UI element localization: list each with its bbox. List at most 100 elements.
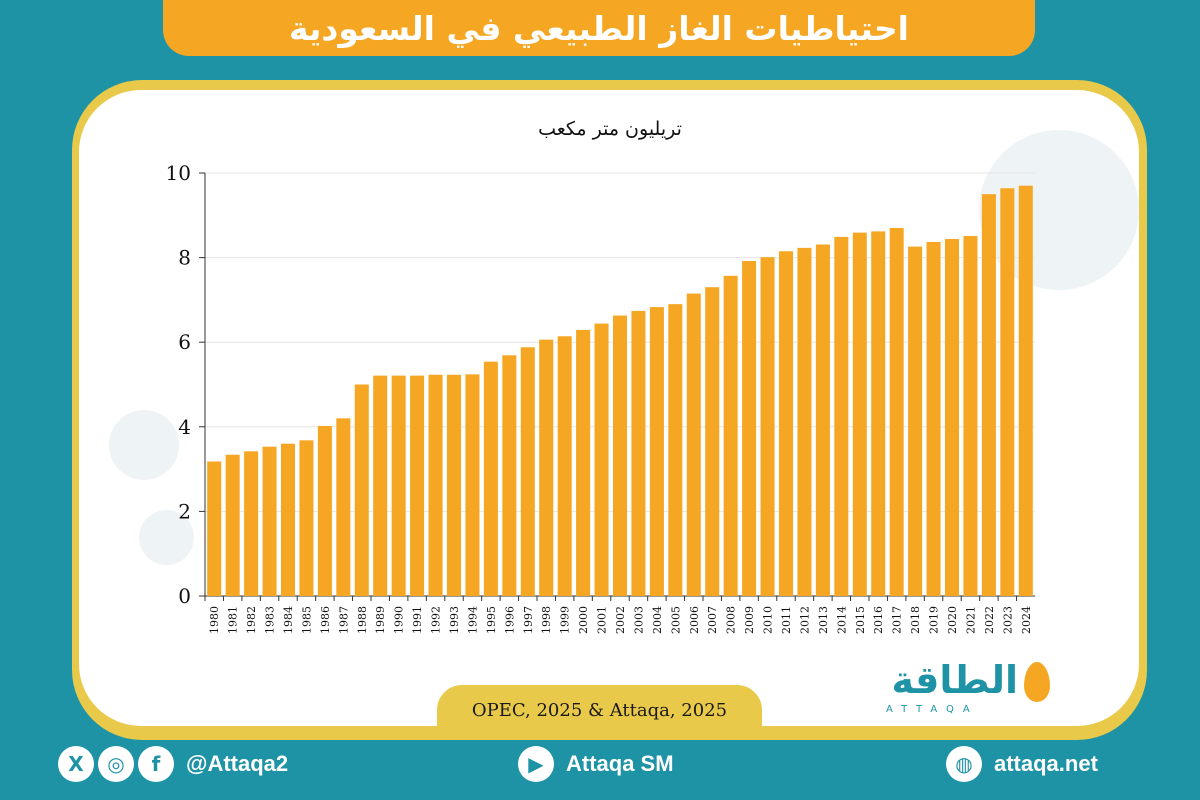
youtube-icon[interactable]: ▶ bbox=[518, 746, 554, 782]
source-pill: OPEC, 2025 & Attaqa, 2025 bbox=[437, 685, 762, 735]
globe-icon[interactable]: ◍ bbox=[946, 746, 982, 782]
x-tick-label: 1997 bbox=[522, 606, 535, 634]
x-tick-label: 1987 bbox=[337, 606, 350, 634]
x-tick-label: 2012 bbox=[798, 606, 811, 634]
bar bbox=[244, 451, 259, 596]
x-tick-label: 1993 bbox=[448, 606, 461, 634]
website-group: ◍ attaqa.net bbox=[946, 746, 1098, 782]
x-tick-label: 1990 bbox=[393, 606, 406, 634]
x-icon[interactable]: X bbox=[58, 746, 94, 782]
bar bbox=[576, 329, 591, 596]
bar bbox=[815, 244, 830, 596]
bar bbox=[981, 194, 996, 596]
attaqa-logo: الطاقة ATTAQA bbox=[868, 658, 1058, 720]
x-tick-label: 2013 bbox=[817, 606, 830, 634]
footer: X ◎ f @Attaqa2 ▶ Attaqa SM ◍ attaqa.net bbox=[0, 740, 1200, 800]
x-tick-label: 2011 bbox=[780, 606, 793, 634]
bar bbox=[612, 315, 628, 596]
x-tick-label: 1983 bbox=[264, 606, 277, 634]
x-tick-label: 2001 bbox=[596, 606, 609, 634]
bar bbox=[299, 440, 314, 596]
x-tick-label: 2023 bbox=[1001, 606, 1014, 634]
x-tick-label: 2005 bbox=[669, 606, 682, 634]
unit-label: تريليون متر مكعب bbox=[538, 118, 682, 140]
x-tick-label: 1998 bbox=[540, 606, 553, 634]
bar bbox=[354, 384, 369, 596]
social-handle[interactable]: @Attaqa2 bbox=[186, 751, 289, 776]
bar bbox=[225, 454, 240, 596]
bar bbox=[742, 260, 757, 596]
bar bbox=[871, 231, 886, 596]
title-banner: احتياطيات الغاز الطبيعي في السعودية bbox=[163, 0, 1035, 56]
x-tick-label: 2008 bbox=[725, 606, 738, 634]
x-tick-label: 1986 bbox=[319, 606, 332, 634]
x-tick-label: 2022 bbox=[983, 606, 996, 634]
bar bbox=[686, 293, 701, 596]
website-link[interactable]: attaqa.net bbox=[994, 751, 1098, 776]
x-tick-label: 1999 bbox=[559, 606, 572, 634]
bar bbox=[262, 446, 277, 596]
watermark-circle bbox=[109, 410, 179, 480]
y-tick-label: 6 bbox=[178, 330, 191, 354]
bar bbox=[963, 236, 978, 597]
bar bbox=[317, 425, 332, 596]
y-tick-label: 0 bbox=[178, 584, 191, 608]
bar bbox=[594, 323, 609, 596]
bar bbox=[280, 443, 296, 596]
chart-card bbox=[79, 90, 1139, 726]
bar bbox=[373, 375, 388, 596]
bar bbox=[520, 347, 535, 596]
x-tick-label: 2021 bbox=[964, 606, 977, 634]
bar bbox=[539, 339, 554, 596]
bar bbox=[410, 375, 425, 596]
x-tick-label: 2007 bbox=[706, 606, 719, 634]
x-tick-label: 2009 bbox=[743, 606, 756, 634]
y-tick-label: 2 bbox=[178, 499, 191, 523]
bar bbox=[944, 238, 960, 596]
bar bbox=[557, 336, 572, 596]
x-tick-label: 2018 bbox=[909, 606, 922, 634]
bar bbox=[483, 361, 498, 596]
bar bbox=[465, 374, 480, 596]
x-tick-label: 1984 bbox=[282, 606, 295, 634]
x-tick-label: 1981 bbox=[227, 606, 240, 634]
bar bbox=[428, 374, 443, 596]
x-tick-label: 2000 bbox=[577, 606, 590, 634]
x-tick-label: 2004 bbox=[651, 606, 664, 634]
x-tick-label: 1994 bbox=[466, 606, 479, 634]
drop-icon bbox=[1024, 662, 1050, 702]
bar bbox=[207, 461, 222, 596]
x-tick-label: 2003 bbox=[632, 606, 645, 634]
x-tick-label: 1982 bbox=[245, 606, 258, 634]
bar bbox=[760, 257, 775, 596]
youtube-channel[interactable]: Attaqa SM bbox=[566, 751, 674, 776]
x-tick-label: 2020 bbox=[946, 606, 959, 634]
bar bbox=[852, 232, 867, 596]
x-tick-label: 2015 bbox=[854, 606, 867, 634]
watermark-circle bbox=[139, 510, 194, 565]
bar bbox=[1000, 188, 1015, 596]
x-tick-label: 1980 bbox=[208, 606, 221, 634]
bar bbox=[502, 355, 517, 596]
x-tick-label: 2024 bbox=[1020, 606, 1033, 634]
x-tick-label: 1996 bbox=[503, 606, 516, 634]
x-tick-label: 1985 bbox=[300, 606, 313, 634]
bar bbox=[797, 247, 812, 596]
source-text: OPEC, 2025 & Attaqa, 2025 bbox=[471, 699, 728, 721]
bar bbox=[668, 304, 683, 596]
instagram-icon[interactable]: ◎ bbox=[98, 746, 134, 782]
y-tick-label: 4 bbox=[178, 415, 191, 439]
x-tick-label: 2002 bbox=[614, 606, 627, 634]
youtube-group: ▶ Attaqa SM bbox=[518, 746, 674, 782]
bar bbox=[391, 375, 406, 596]
x-tick-label: 2006 bbox=[688, 606, 701, 634]
x-tick-label: 1995 bbox=[485, 606, 498, 634]
bar bbox=[778, 251, 794, 596]
bar bbox=[834, 236, 849, 597]
y-tick-label: 8 bbox=[178, 246, 191, 270]
bar bbox=[908, 246, 923, 597]
x-tick-label: 1989 bbox=[374, 606, 387, 634]
bar bbox=[446, 374, 462, 596]
facebook-icon[interactable]: f bbox=[138, 746, 174, 782]
